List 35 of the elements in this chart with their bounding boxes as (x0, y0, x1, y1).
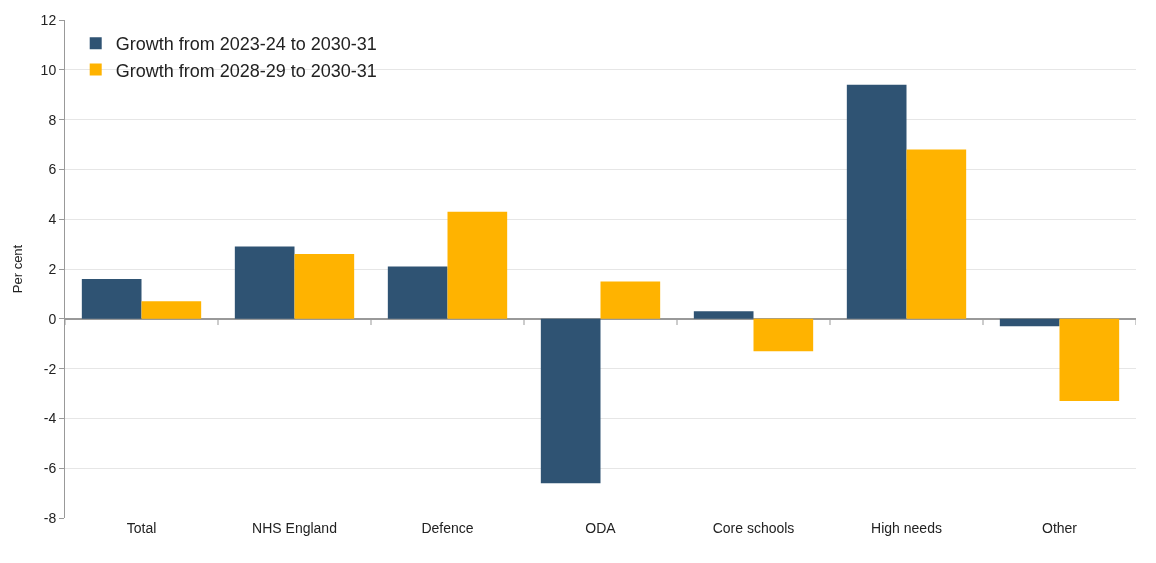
y-tick-label: 10 (40, 61, 57, 78)
x-tick-label: Total (126, 520, 157, 536)
y-tick-label: 0 (48, 310, 57, 327)
x-tick-label: High needs (871, 520, 942, 536)
bar (141, 301, 202, 319)
bar (234, 246, 295, 319)
bar (753, 318, 814, 352)
bar (447, 211, 508, 319)
y-tick-label: 4 (48, 211, 57, 228)
x-tick-label: ODA (585, 520, 617, 536)
x-tick-label: NHS England (252, 520, 337, 536)
bar (600, 281, 661, 319)
x-tick-label: Other (1041, 520, 1078, 536)
y-axis-title: Per cent (9, 244, 25, 294)
bar (540, 318, 601, 484)
x-tick-label: Defence (421, 520, 474, 536)
y-tick-label: -6 (43, 460, 57, 477)
bar (693, 311, 754, 319)
legend-label: Growth from 2028-29 to 2030-31 (115, 60, 377, 81)
bar (81, 278, 142, 319)
bar (294, 254, 355, 319)
bar (906, 149, 967, 319)
x-tick-label: Core schools (712, 520, 795, 536)
bar (387, 266, 448, 319)
y-tick-label: 12 (40, 11, 57, 28)
y-tick-label: -4 (43, 410, 57, 427)
bar (846, 84, 907, 319)
y-tick-label: -2 (43, 360, 57, 377)
y-tick-label: -8 (43, 509, 57, 526)
y-tick-label: 8 (48, 111, 57, 128)
bar (1059, 318, 1120, 401)
y-tick-label: 2 (48, 260, 57, 277)
bar (999, 318, 1060, 327)
y-tick-label: 6 (48, 161, 57, 178)
legend-label: Growth from 2023-24 to 2030-31 (115, 34, 377, 55)
